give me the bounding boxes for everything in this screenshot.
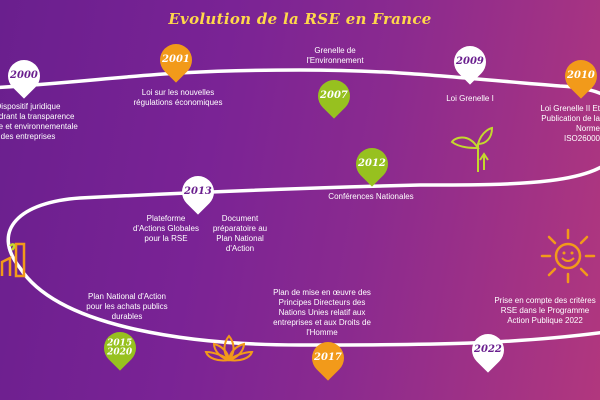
- factory-icon: [0, 242, 26, 278]
- sun-icon: [540, 228, 596, 284]
- page-title: Evolution de la RSE en France: [168, 10, 432, 28]
- milestone-2013-document-text: Document préparatoire au Plan National d…: [212, 214, 268, 253]
- milestone-2010-text: Loi Grenelle II Et Publication de la Nor…: [540, 104, 600, 143]
- milestone-2012-text: Conférences Nationales: [328, 192, 414, 201]
- milestone-2009-text: Loi Grenelle I: [446, 94, 494, 103]
- milestone-2015-text: Plan National d'Action pour les achats p…: [86, 292, 168, 321]
- milestone-2017-text: Plan de mise en œuvre des Principes Dire…: [273, 288, 371, 337]
- milestone-2001-text: Loi sur les nouvelles régulations économ…: [133, 88, 223, 107]
- lotus-icon: [204, 334, 254, 362]
- sprout-icon: [450, 126, 494, 172]
- milestone-2022-text: Prise en compte des critères RSE dans le…: [494, 296, 596, 325]
- milestone-2007-text: Grenelle de l'Environnement: [306, 46, 364, 65]
- milestone-2013-text: Plateforme d'Actions Globales pour la RS…: [132, 214, 199, 243]
- milestone-2000-text: Dispositif juridique encadrant la transp…: [0, 102, 78, 141]
